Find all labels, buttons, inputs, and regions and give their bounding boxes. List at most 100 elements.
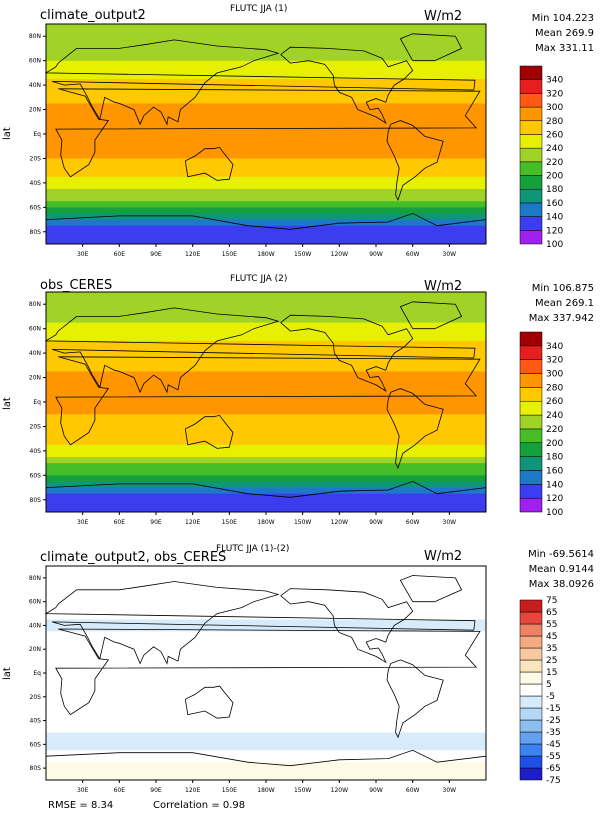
colorbar-label: -5 [546, 692, 555, 702]
coastline [55, 356, 481, 446]
lat-band [46, 463, 486, 470]
lat-band [46, 231, 486, 239]
colorbar-label: 120 [546, 494, 563, 504]
lat-band [46, 24, 486, 31]
lat-band [46, 420, 486, 427]
y-tick-label: 40N [29, 622, 41, 629]
x-tick-label: 180W [257, 519, 274, 526]
lat-band [46, 702, 486, 710]
y-tick-label: 60S [30, 204, 42, 211]
lat-band [46, 91, 486, 98]
coastline [55, 88, 481, 178]
colorbar-label: 300 [546, 370, 563, 380]
x-tick-label: 60W [406, 787, 420, 794]
lat-band [46, 66, 486, 74]
panel-center-title: FLUTC JJA (1)-(2) [216, 544, 290, 554]
colorbar-label: 140 [546, 480, 563, 490]
colorbar-label: 160 [546, 466, 563, 476]
lat-band [46, 72, 486, 80]
lat-band [46, 655, 486, 662]
lat-band [46, 140, 486, 147]
y-tick-label: 80N [29, 33, 41, 40]
colorbar-label: 320 [546, 89, 563, 99]
y-tick-label: 80N [29, 575, 41, 582]
lat-band [46, 469, 486, 476]
colorbar-label: -75 [546, 776, 561, 786]
colorbar-swatch [519, 635, 543, 649]
lat-band [46, 450, 486, 458]
x-tick-label: 60W [406, 519, 420, 526]
lat-band [46, 720, 486, 727]
x-tick-label: 120W [331, 519, 348, 526]
lat-band [46, 182, 486, 190]
lat-band [46, 661, 486, 668]
x-tick-label: 180W [257, 787, 274, 794]
colorbar-label: 160 [546, 199, 563, 209]
lat-band [46, 438, 486, 446]
lat-band [46, 475, 486, 482]
colorbar-label: 200 [546, 172, 563, 182]
x-tick-label: 30W [443, 251, 457, 258]
colorbar-swatch [519, 623, 543, 637]
colorbar-swatch [519, 331, 543, 347]
lat-band [46, 195, 486, 202]
y-tick-label: 60S [30, 741, 42, 748]
stat-min: Min 106.875 [531, 283, 594, 294]
coastline [184, 146, 234, 181]
lat-band [46, 408, 486, 415]
coastline [399, 33, 463, 62]
lat-band [46, 328, 486, 336]
colorbar-label: 220 [546, 425, 563, 435]
colorbar-label: 320 [546, 356, 563, 366]
colorbar-swatch [519, 147, 543, 163]
x-tick-label: 150W [294, 787, 311, 794]
coastline [280, 314, 414, 393]
coastline [44, 307, 476, 394]
coastline [399, 575, 463, 603]
x-tick-label: 30W [443, 787, 457, 794]
lat-band [46, 292, 486, 299]
lat-band [46, 389, 486, 397]
lat-band [46, 414, 486, 421]
panel-left-title: obs_CERES [40, 278, 113, 293]
colorbar-label: 45 [546, 632, 557, 642]
lat-band [46, 353, 486, 360]
colorbar-swatch [519, 65, 543, 80]
x-tick-label: 60E [114, 519, 126, 526]
colorbar-swatch [519, 428, 543, 444]
colorbar-label: 180 [546, 453, 563, 463]
lat-band [46, 589, 486, 597]
x-tick-label: 90E [150, 787, 162, 794]
colorbar-swatch [519, 387, 543, 402]
lat-band [46, 426, 486, 434]
colorbar-label: 25 [546, 656, 557, 666]
colorbar-label: -15 [546, 704, 561, 714]
stat-min: Min -69.5614 [528, 549, 594, 560]
y-tick-label: 60N [29, 599, 41, 606]
y-tick-label: 20N [29, 107, 41, 114]
x-tick-label: 150E [222, 519, 237, 526]
stat-mean: Mean 0.9144 [528, 564, 594, 575]
colorbar-label: 100 [546, 508, 563, 518]
lat-band [46, 97, 486, 104]
lat-band [46, 121, 486, 129]
lat-band [46, 673, 486, 680]
lat-band [46, 225, 486, 233]
lat-band [46, 756, 486, 763]
coastline [386, 659, 444, 739]
colorbar-label: 340 [546, 76, 563, 86]
colorbar-swatch [519, 188, 543, 204]
colorbar-swatch [519, 611, 543, 625]
stat-mean: Mean 269.9 [534, 28, 594, 39]
lat-band [46, 158, 486, 166]
lat-band [46, 637, 486, 644]
coastline [44, 39, 476, 126]
colorbar-label: 100 [546, 240, 563, 250]
y-tick-label: 80S [30, 497, 42, 504]
lat-band [46, 678, 486, 686]
lat-band [46, 30, 486, 37]
colorbar-label: 260 [546, 397, 563, 407]
colorbar-swatch [519, 497, 543, 513]
lat-band [46, 768, 486, 775]
